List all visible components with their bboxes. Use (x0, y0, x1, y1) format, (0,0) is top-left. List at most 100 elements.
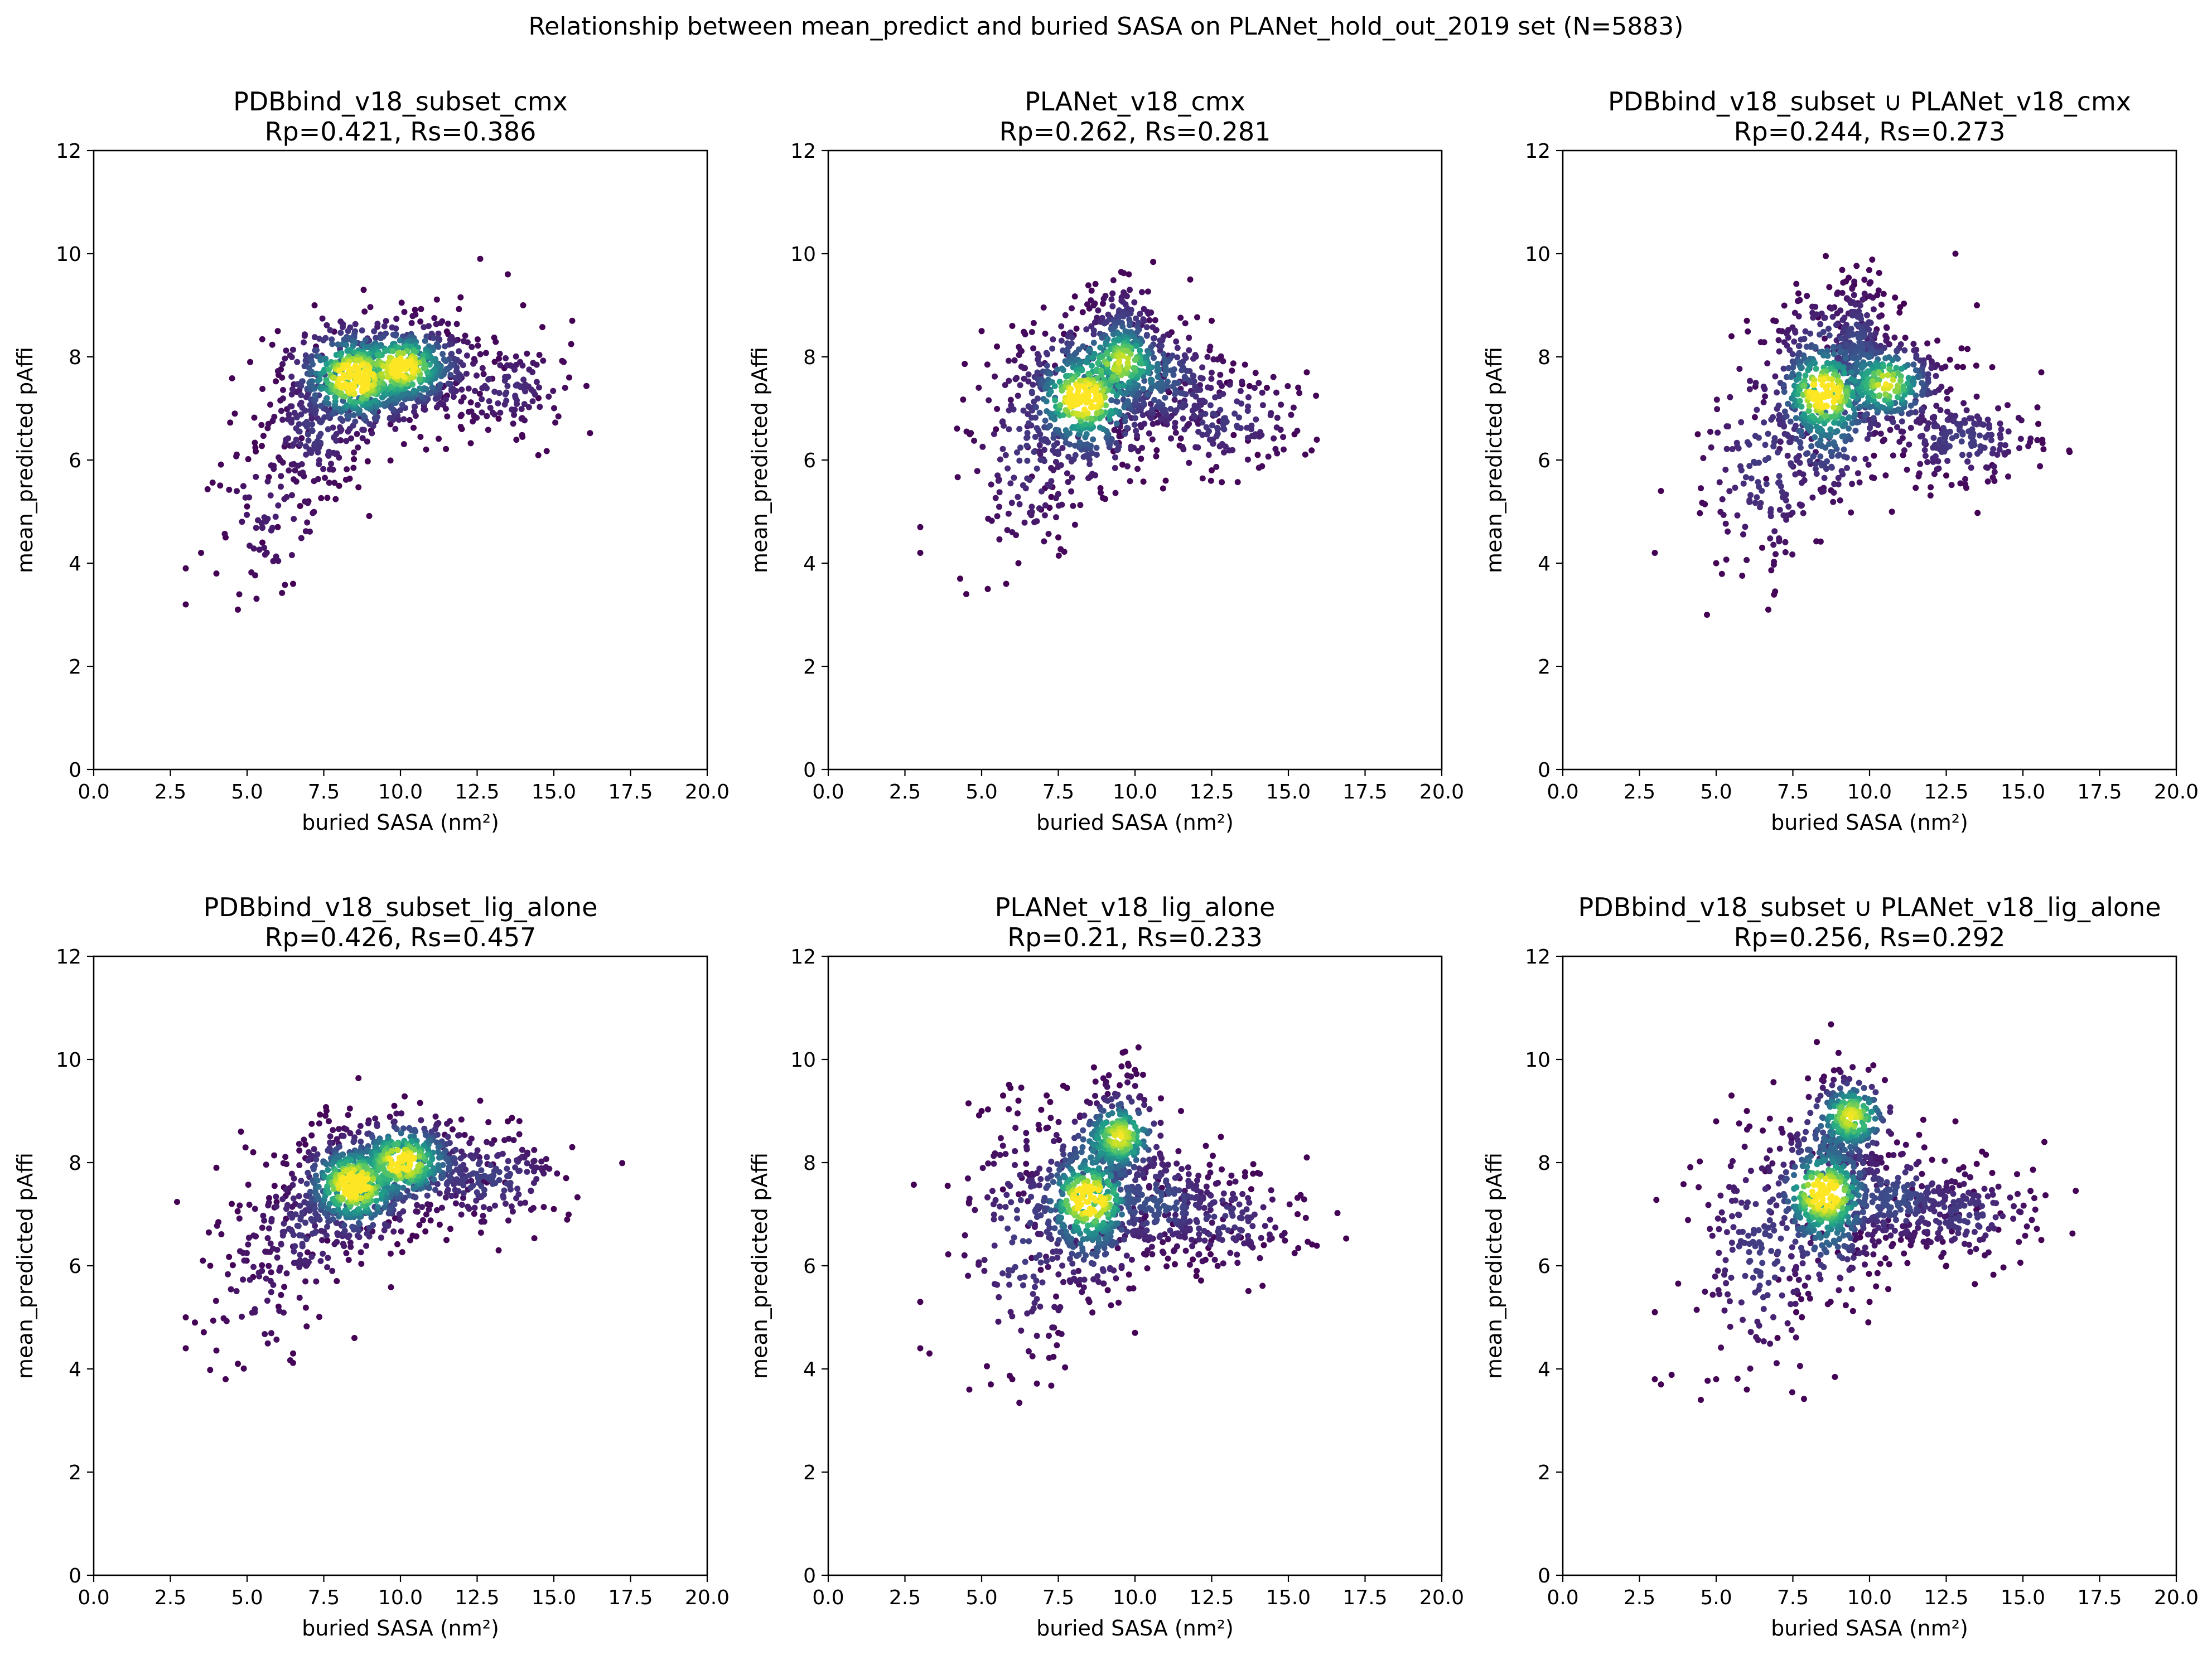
data-point (1931, 442, 1938, 448)
data-point (343, 1250, 350, 1256)
data-point (1947, 356, 1953, 363)
data-point (360, 372, 367, 379)
data-point (1952, 250, 1959, 257)
data-point (1172, 424, 1178, 430)
data-point (1202, 410, 1209, 417)
data-point (433, 1207, 440, 1213)
data-point (1036, 505, 1042, 512)
data-point (406, 1192, 413, 1199)
data-point (1928, 484, 1934, 491)
data-point (1812, 466, 1819, 472)
x-tick-label: 15.0 (532, 781, 576, 804)
data-point (1801, 383, 1808, 389)
data-point (504, 1173, 510, 1179)
data-point (513, 382, 519, 389)
data-point (996, 489, 1003, 496)
data-point (1195, 444, 1201, 451)
data-point (446, 1178, 452, 1184)
data-point (395, 344, 402, 351)
data-point (1259, 389, 1266, 396)
data-point (223, 1318, 230, 1324)
data-point (1089, 471, 1095, 477)
data-point (525, 404, 532, 410)
data-point (1935, 458, 1941, 464)
data-point (351, 449, 358, 456)
data-point (1144, 391, 1151, 398)
data-point (207, 1262, 214, 1269)
data-point (288, 403, 295, 410)
data-point (574, 1194, 581, 1201)
data-point (1843, 388, 1849, 394)
data-point (1762, 393, 1769, 400)
data-point (1921, 447, 1928, 453)
data-point (409, 313, 416, 320)
data-point (1207, 402, 1214, 409)
data-point (1793, 280, 1800, 287)
data-point (410, 364, 417, 370)
data-point (253, 596, 260, 602)
data-point (1177, 360, 1183, 366)
data-point (1801, 336, 1808, 342)
subplot-3: PDBbind_v18_subset ∪ PLANet_v18_cmxRp=0.… (1482, 86, 2199, 835)
data-point (393, 1126, 400, 1133)
data-point (269, 525, 276, 531)
data-point (299, 1209, 306, 1216)
data-point (425, 1146, 432, 1153)
data-point (1892, 388, 1899, 394)
x-tick-label: 2.5 (1624, 781, 1655, 804)
data-point (451, 355, 457, 362)
data-point (1244, 434, 1251, 441)
data-point (569, 317, 576, 324)
data-point (1943, 472, 1949, 479)
data-point (378, 1191, 385, 1198)
data-point (316, 376, 323, 383)
data-point (314, 1151, 321, 1158)
data-point (550, 1206, 557, 1212)
data-point (1713, 396, 1720, 403)
data-point (1033, 425, 1040, 432)
data-point (1259, 463, 1266, 470)
data-point (266, 1195, 272, 1201)
data-point (1806, 403, 1813, 409)
data-point (1030, 345, 1037, 352)
data-point (1113, 420, 1120, 427)
data-point (452, 1200, 459, 1207)
data-point (314, 438, 321, 444)
data-point (1851, 405, 1857, 412)
x-tick-label: 5.0 (1700, 781, 1732, 804)
data-point (305, 1149, 312, 1155)
data-point (1802, 372, 1809, 379)
data-point (1109, 303, 1116, 309)
data-point (1768, 567, 1775, 574)
data-point (292, 1211, 299, 1218)
data-point (1141, 420, 1148, 427)
data-point (979, 443, 986, 450)
data-point (336, 482, 342, 489)
data-point (489, 1180, 496, 1187)
data-point (345, 328, 351, 335)
data-point (1831, 399, 1837, 405)
data-point (1817, 321, 1824, 327)
y-tick-label: 2 (1538, 656, 1551, 679)
data-point (1793, 423, 1799, 429)
data-point (1015, 493, 1021, 500)
data-point (340, 324, 346, 331)
data-point (392, 370, 399, 377)
data-point (378, 335, 384, 342)
data-point (538, 1165, 544, 1172)
data-point (480, 371, 487, 378)
data-point (1798, 403, 1805, 410)
data-point (413, 1138, 420, 1144)
data-point (378, 371, 385, 377)
data-point (1882, 355, 1889, 362)
data-point (1911, 347, 1918, 354)
data-point (435, 1162, 442, 1169)
data-point (422, 1228, 429, 1235)
data-point (1186, 459, 1192, 466)
data-point (529, 1163, 535, 1170)
data-point (278, 1241, 284, 1248)
data-point (436, 336, 443, 342)
data-point (452, 1146, 459, 1153)
data-point (297, 441, 303, 447)
data-point (455, 1188, 462, 1194)
